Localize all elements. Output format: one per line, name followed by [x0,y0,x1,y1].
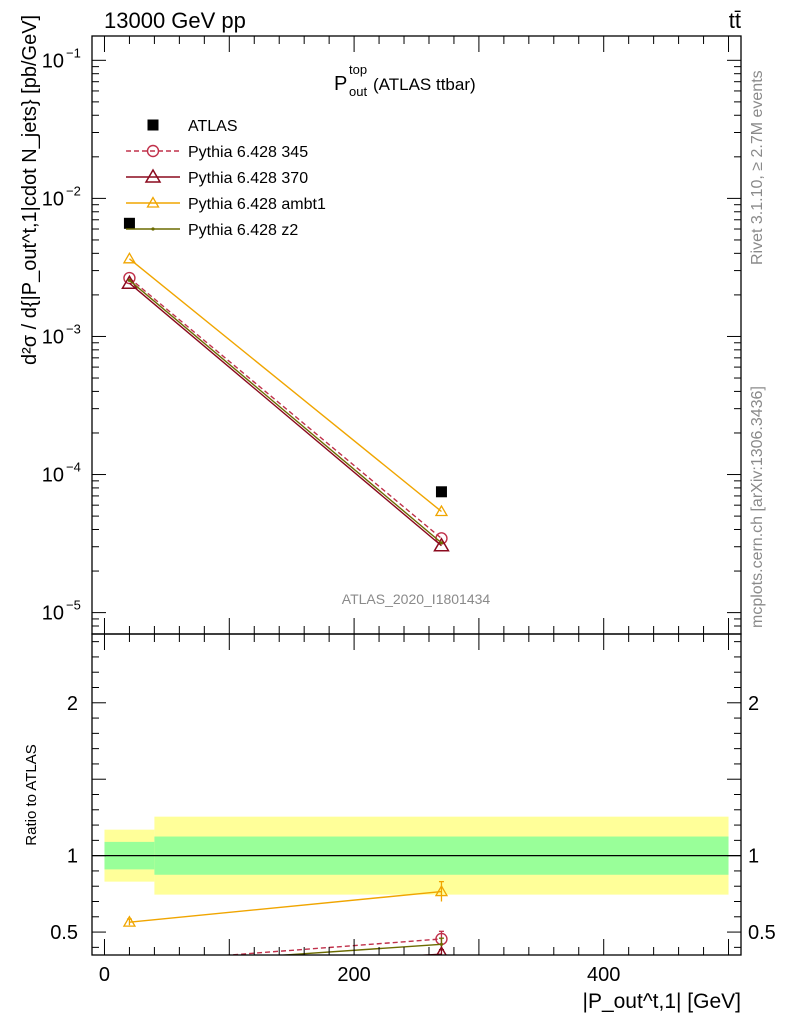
x-tick-label: 400 [587,964,620,986]
x-axis-label: |P_out^t,1| [GeV] [582,990,741,1013]
y-tick-label-exp: −5 [66,598,81,613]
y-tick-label-exp: −4 [66,460,81,475]
legend-marker-p345 [146,144,160,158]
data-point-p370 [433,537,450,552]
data-point-atlas [123,217,135,229]
data-point-atlas [435,486,447,498]
y-tick-label-exp: −2 [66,183,81,198]
y-axis-label-ratio: Ratio to ATLAS [23,744,40,845]
y-tick-label-main: 10 [42,603,64,625]
y-axis-label-text: d²σ / d{|P_out^t,1|cdot N_jets} [pb/GeV] [19,15,41,365]
y-tick-label-main: 10 [42,188,64,210]
ratio-line-z2 [275,943,442,955]
x-tick-label: 200 [337,964,370,986]
ratio-point-p370 [122,963,136,975]
mcplots-label: mcplots.cern.ch [arXiv:1306.3436] [749,386,766,628]
process-label: tt̄ [729,8,741,33]
legend-marker-atlas [147,119,159,131]
legend-label-p370: Pythia 6.428 370 [188,170,308,187]
series-line-ambt1 [129,258,442,513]
y-tick-label-ratio-right: 2 [748,693,759,715]
legend-label-atlas: ATLAS [188,118,238,135]
ratio-point-z2 [439,942,444,946]
ratio-series [122,880,449,975]
y-tick-label-main: 10 [42,465,64,487]
series-line-p370 [128,282,442,547]
legend-label-ambt1: Pythia 6.428 ambt1 [188,196,326,213]
y-tick-label-ratio-right: 1 [748,846,759,868]
ratio-line-p345 [220,938,442,955]
ratio-point-p345 [124,957,135,968]
data-point-z2 [127,278,132,282]
data-point-z2 [439,541,444,545]
ratio-point-p370 [436,945,447,955]
energy-label: 13000 GeV pp [104,8,246,33]
plot-title-rest: (ATLAS ttbar) [373,75,476,94]
plot-title: P top out (ATLAS ttbar) [334,62,476,99]
main-series [121,217,450,552]
analysis-id-label: ATLAS_2020_I1801434 [342,591,491,607]
y-tick-label-ratio-right: 0.5 [748,922,776,944]
ratio-point-ambt1 [434,884,449,897]
data-point-ambt1 [122,252,137,264]
plot-title-main: P [334,73,347,95]
ratio-line-ambt1 [129,890,442,923]
y-tick-label-main: 10 [42,326,64,348]
axes: 10−510−410−310−210 −10.5 0.51 12 20 200 400 [42,36,776,986]
legend-label-p345: Pythia 6.428 345 [188,144,308,161]
ratio-frame [91,633,742,956]
ratio-point-ambt1 [122,915,137,927]
y-tick-label-exp: −1 [66,45,81,60]
plot-title-sub: out [349,84,367,99]
ratio-point-z2 [128,964,131,967]
data-point-ambt1 [434,504,449,517]
series-line-z2 [128,279,442,544]
y-tick-label-main: 10 [42,50,64,72]
rivet-version-label: Rivet 3.1.10, ≥ 2.7M events [749,70,766,265]
legend-marker-p370 [144,168,162,183]
legend-label-z2: Pythia 6.428 z2 [188,222,298,239]
legend-marker-z2 [151,227,155,231]
legend: ATLAS Pythia 6.428 345 Pythia 6.428 370 Pyt… [126,118,326,239]
y-axis-label-main: d²σ / d{|P_out^t,1|cdot N_jets} [pb/GeV] [19,15,41,365]
plot-title-sup: top [349,62,367,77]
legend-marker-ambt1 [146,196,160,208]
data-point-p370 [121,274,138,289]
ratio-bands [92,816,741,895]
y-tick-label-ratio: 0.5 [50,922,78,944]
y-tick-label-ratio: 2 [67,693,78,715]
y-tick-label-exp: −3 [66,321,81,336]
series-line-p345 [128,277,442,539]
y-tick-label-ratio: 1 [67,846,78,868]
ratio-line-p370 [412,953,442,955]
x-tick-label: 0 [99,964,110,986]
